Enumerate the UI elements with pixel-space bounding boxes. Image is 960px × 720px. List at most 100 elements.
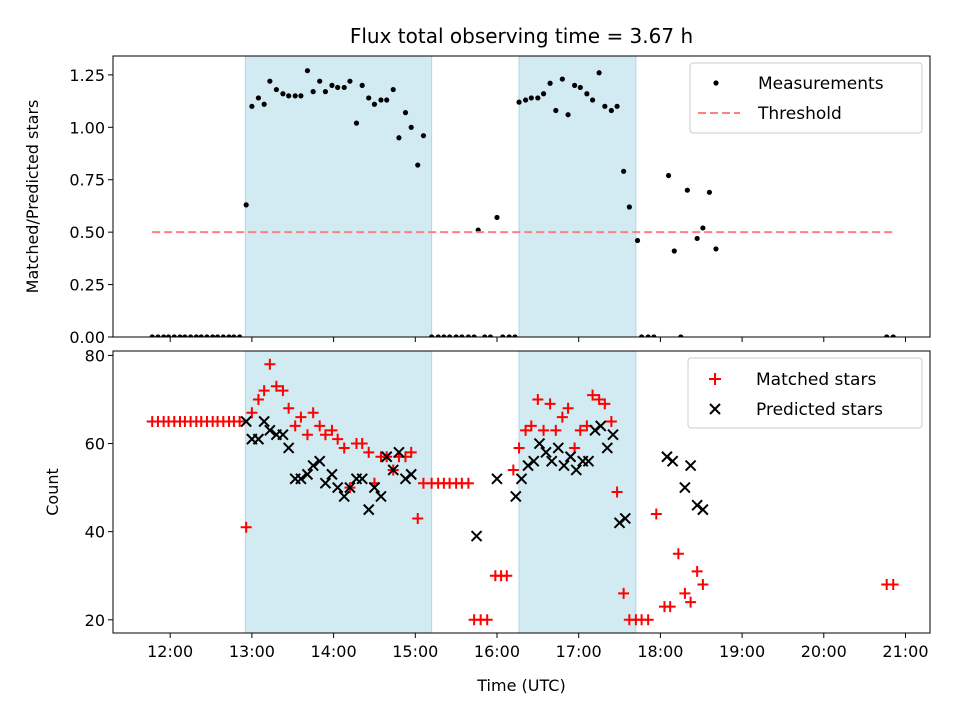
measurement-point [522, 97, 529, 103]
measurement-point [608, 107, 614, 114]
measurement-point [171, 334, 177, 337]
predicted-star-point [338, 490, 350, 503]
measurement-point [589, 97, 596, 103]
matched-star-point [507, 464, 519, 476]
predicted-star-point [301, 468, 314, 481]
measurement-point [261, 101, 267, 107]
top-legend: Measurements Threshold [689, 62, 923, 134]
y-tick-label: 0.50 [69, 223, 105, 242]
legend-threshold-label: Threshold [757, 104, 842, 124]
matched-star-point [338, 442, 350, 454]
y-tick-label: 80 [85, 346, 105, 365]
predicted-star-point [258, 415, 270, 428]
bottom-y-axis: 20 40 60 80 [85, 346, 113, 630]
measurement-point [547, 80, 553, 86]
predicted-star-point [515, 473, 528, 485]
measurement-point [553, 107, 559, 114]
bottom-legend-frame [687, 357, 923, 429]
measurement-point [237, 334, 243, 337]
measurement-point [188, 334, 194, 337]
measurement-point [700, 225, 706, 231]
measurement-point [487, 334, 494, 337]
predicted-star-point [697, 503, 709, 516]
shaded-span-0 [244, 56, 433, 337]
shaded-span-1 [518, 56, 637, 337]
y-tick-label: 0.00 [69, 328, 105, 347]
figure-title: Flux total observing time = 3.67 h [350, 24, 693, 48]
predicted-star-point [684, 459, 697, 472]
measurement-point [396, 135, 402, 141]
matched-star-point [556, 411, 568, 423]
matched-star-point [332, 433, 344, 445]
measurement-point [226, 334, 232, 337]
measurement-point [214, 334, 221, 337]
measurement-point [273, 86, 279, 93]
matched-star-point [234, 416, 246, 427]
predicted-star-point [582, 455, 595, 467]
legend-predicted-label: Predicted stars [756, 400, 883, 420]
measurement-point [429, 334, 435, 337]
measurement-point [626, 204, 632, 210]
top-panel: 0.00 0.25 0.50 0.75 1.00 1.25 Matched/Predict… [23, 55, 931, 347]
matched-star-point [618, 587, 630, 599]
matched-star-point [301, 429, 313, 441]
top-shaded-spans [244, 56, 637, 337]
measurement-point [378, 97, 384, 103]
measurement-point [447, 334, 453, 337]
measurement-point [329, 82, 335, 88]
matched-star-point [412, 512, 424, 524]
predicted-star-point [307, 459, 319, 472]
measurement-point [671, 248, 677, 254]
matched-star-point [270, 380, 282, 392]
measurement-point [572, 82, 578, 88]
measurement-point [347, 78, 353, 84]
matched-star-point [356, 438, 368, 450]
predicted-star-point [666, 455, 679, 467]
predicted-star-point [510, 490, 522, 503]
measurement-point [694, 235, 700, 242]
measurement-point [193, 334, 199, 337]
predicted-star-point [393, 446, 405, 459]
measurement-point [459, 334, 465, 337]
matched-star-point [550, 424, 562, 436]
y-tick-label: 0.25 [69, 276, 105, 295]
measurement-point [304, 68, 311, 74]
y-tick-label: 20 [85, 611, 105, 630]
measurement-point [638, 334, 645, 337]
predicted-star-point [264, 424, 276, 437]
predicted-star-point [344, 481, 356, 494]
matched-star-point [532, 393, 544, 405]
measurement-point [500, 334, 506, 337]
predicted-star-point [252, 433, 265, 445]
measurement-point [384, 97, 390, 103]
matched-star-point [697, 579, 709, 591]
y-tick-label: 1.25 [69, 66, 105, 85]
measurement-point [249, 103, 255, 109]
x-tick-label: 21:00 [882, 642, 928, 661]
measurement-point [198, 334, 204, 337]
matched-star-point [258, 385, 270, 397]
matched-star-point [650, 508, 662, 520]
top-y-axis: 0.00 0.25 0.50 0.75 1.00 1.25 [69, 66, 113, 347]
matched-star-point [252, 393, 264, 405]
top-legend-frame [689, 62, 923, 134]
measurement-point [684, 187, 690, 193]
measurement-point [512, 334, 518, 337]
matched-star-point [605, 416, 617, 427]
matched-star-point [544, 398, 556, 410]
predicted-star-point [679, 481, 691, 494]
matched-star-point [562, 402, 574, 414]
measurement-point [435, 334, 441, 337]
predicted-star-point [356, 473, 368, 485]
measurement-point [155, 334, 161, 337]
measurement-point [341, 84, 347, 91]
measurement-point [535, 95, 541, 101]
matched-star-point [246, 407, 258, 419]
measurement-point [231, 334, 237, 337]
predicted-star-point [380, 451, 393, 463]
matched-star-point [611, 486, 623, 498]
legend-matched-marker [709, 373, 721, 385]
measurement-point [366, 95, 372, 101]
legend-matched-label: Matched stars [756, 370, 876, 390]
